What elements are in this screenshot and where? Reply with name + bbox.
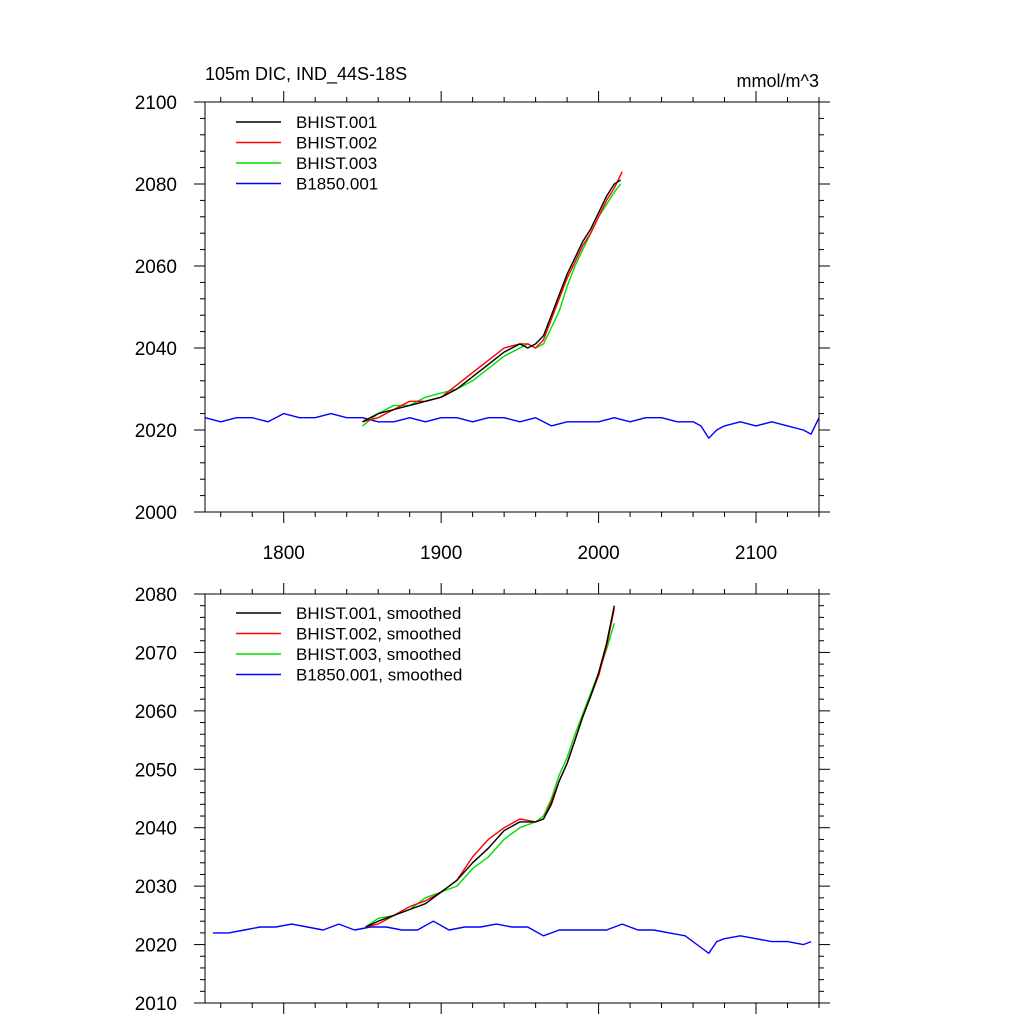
- y-tick-label: 2000: [135, 503, 177, 524]
- series-group: [205, 171, 819, 439]
- series-line-bhist-001-smoothed: [365, 605, 615, 928]
- legend-label: B1850.001, smoothed: [296, 666, 462, 685]
- bottom-panel: 2010 2020 2030 2040 2050 2060 2070 2080 BHIST.00…: [135, 583, 830, 1015]
- y-tick-label: 2080: [135, 585, 177, 606]
- legend-label: B1850.001: [296, 175, 378, 194]
- series-group: [212, 605, 812, 954]
- plot-frame: [204, 593, 820, 1004]
- top-panel: 2000 2020 2040 2060 2080 2100 1800 1900 2000 2100…: [135, 64, 830, 564]
- legend-label: BHIST.003: [296, 154, 377, 173]
- legend-label: BHIST.002, smoothed: [296, 625, 461, 644]
- chart-title: 105m DIC, IND_44S-18S: [205, 64, 407, 85]
- y-tick-label: 2060: [135, 702, 177, 723]
- y-tick-label: 2040: [135, 819, 177, 840]
- legend-label: BHIST.003, smoothed: [296, 645, 461, 664]
- y-tick-label: 2020: [135, 936, 177, 957]
- y-tick-label: 2010: [135, 994, 177, 1015]
- y-tick-label: 2050: [135, 760, 177, 781]
- series-line-bhist-003: [361, 183, 622, 427]
- plot-frame: [204, 101, 820, 513]
- x-tick-label: 2000: [577, 543, 619, 564]
- x-tick-label: 1800: [263, 543, 305, 564]
- y-tick-label: 2100: [135, 93, 177, 114]
- series-line-b1850-001-smoothed: [212, 920, 812, 954]
- series-line-b1850-001: [205, 412, 819, 439]
- series-line-bhist-002: [362, 171, 623, 423]
- legend-label: BHIST.002: [296, 134, 377, 153]
- legend-label: BHIST.001: [296, 113, 377, 132]
- y-tick-label: 2060: [135, 257, 177, 278]
- series-line-bhist-001: [362, 179, 621, 423]
- y-tick-label: 2040: [135, 339, 177, 360]
- y-tick-label: 2080: [135, 175, 177, 196]
- legend-label: BHIST.001, smoothed: [296, 604, 461, 623]
- x-tick-label: 2100: [735, 543, 777, 564]
- units-label: mmol/m^3: [737, 71, 819, 91]
- y-tick-label: 2020: [135, 421, 177, 442]
- y-tick-label: 2030: [135, 877, 177, 898]
- x-tick-label: 1900: [420, 543, 462, 564]
- y-tick-label: 2070: [135, 643, 177, 664]
